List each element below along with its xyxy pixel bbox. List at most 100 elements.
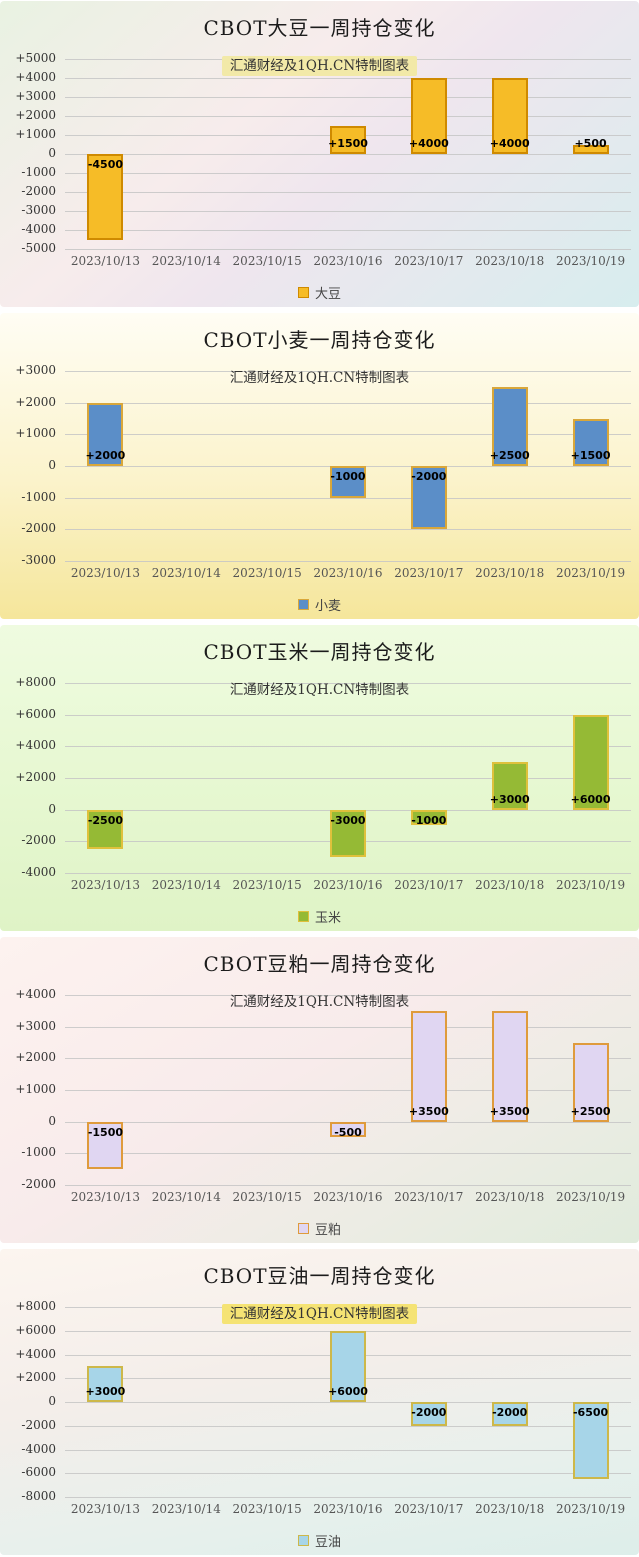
x-axis-label: 2023/10/17 [394,254,464,268]
bar-value-label: -2000 [411,1406,447,1419]
bar [330,466,366,498]
bar [87,1121,124,1170]
legend-swatch [297,1535,309,1546]
x-axis-label: 2023/10/14 [151,1502,221,1516]
x-axis-label: 2023/10/17 [394,1190,464,1204]
bar-value-label: +3000 [85,1385,126,1398]
gridline [65,995,631,996]
y-axis-label: +2000 [15,1370,56,1385]
y-axis-label: -2000 [21,521,56,536]
chart-subtitle: 汇通财经及1QH.CN特制图表 [221,1304,418,1324]
chart-panel-1: CBOT大豆一周持仓变化 汇通财经及1QH.CN特制图表 +5000 +4000 +30… [0,1,639,307]
gridline [65,97,631,98]
bar-value-label: +3500 [408,1104,449,1118]
y-axis-label: -1000 [21,165,56,179]
bar [572,1042,609,1122]
chart-subtitle: 汇通财经及1QH.CN特制图表 [221,56,418,76]
x-axis-label: 2023/10/18 [475,1502,545,1516]
y-axis-label: -3000 [21,203,56,217]
bar [87,154,124,240]
bar [491,1010,528,1122]
x-axis-label: 2023/10/16 [313,1502,383,1516]
x-axis-label: 2023/10/19 [555,1502,626,1516]
gridline [65,116,631,117]
x-axis-label: 2023/10/14 [151,1190,221,1204]
chart-subtitle-row: 汇通财经及1QH.CN特制图表 [0,366,639,386]
x-axis-label: 2023/10/18 [475,1190,545,1204]
bar [410,809,447,826]
gridline [65,173,631,174]
bar [410,1402,447,1426]
x-axis-label: 2023/10/15 [232,1190,302,1204]
y-axis-label: +3000 [15,89,56,103]
x-axis-label: 2023/10/18 [475,254,545,268]
bar-value-label: +2500 [489,449,530,462]
chart-subtitle-row: 汇通财经及1QH.CN特制图表 [0,990,639,1010]
bar [572,144,609,154]
y-axis-label: -3000 [21,553,56,567]
chart-title: CBOT小麦一周持仓变化 [203,328,436,352]
x-axis-label: 2023/10/18 [475,566,545,580]
y-axis-label: +4000 [15,70,56,84]
x-axis-label: 2023/10/19 [555,566,626,580]
gridline [65,1026,631,1028]
y-axis-label: +4000 [15,987,56,1001]
gridline [65,1425,631,1427]
bar [491,78,528,154]
x-axis-label: 2023/10/18 [475,878,545,892]
gridline [65,1497,631,1498]
chart-panel-2: CBOT小麦一周持仓变化 汇通财经及1QH.CN特制图表 +3000 +2000 +10… [0,313,639,619]
y-axis-label: -2000 [21,184,56,198]
legend-label: 玉米 [314,911,341,926]
y-axis-label: 0 [48,801,56,816]
bar [87,1366,124,1402]
bar [330,125,366,154]
legend: 小麦 [0,595,639,614]
x-axis-label: 2023/10/13 [70,878,140,892]
y-axis-label: -1000 [21,489,56,504]
x-axis-label: 2023/10/19 [555,878,626,892]
bar-value-label: -2000 [492,1406,528,1419]
chart-title: CBOT豆油一周持仓变化 [203,1264,436,1288]
chart-title: CBOT豆粕一周持仓变化 [203,952,436,976]
chart-panel-4: CBOT豆粕一周持仓变化 汇通财经及1QH.CN特制图表 +4000 +3000 +20… [0,937,639,1243]
gridline [65,1090,631,1091]
chart-subtitle-row: 汇通财经及1QH.CN特制图表 [0,54,639,76]
bar-value-label: +2000 [85,449,126,462]
gridline [65,1449,631,1451]
bar-value-label: +1500 [570,449,611,462]
gridline [65,497,631,499]
x-axis-label: 2023/10/17 [394,566,464,580]
gridline [65,402,631,404]
y-axis-label: +1000 [15,127,56,141]
bar [330,1330,366,1402]
x-axis-label: 2023/10/17 [394,878,464,892]
y-axis-label: +4000 [15,738,56,753]
y-axis-label: +1000 [15,1082,56,1096]
bar-value-label: +3000 [489,792,530,806]
x-axis-label: 2023/10/14 [151,878,221,892]
x-axis-label: 2023/10/17 [394,1502,464,1516]
bar [491,1402,528,1426]
x-axis-label: 2023/10/13 [70,566,140,580]
gridline [65,78,631,79]
x-axis-label: 2023/10/15 [232,566,302,580]
y-axis-label: +3000 [15,1018,56,1033]
gridline [65,1058,631,1060]
bar [572,714,609,810]
bar [491,762,528,810]
y-axis-label: +4000 [15,1346,56,1361]
chart-subtitle-row: 汇通财经及1QH.CN特制图表 [0,678,639,698]
gridline [65,746,631,748]
y-axis-label: +2000 [15,770,56,784]
bar [87,402,124,466]
gridline [65,561,631,562]
y-axis-label: -2000 [21,1177,56,1191]
bar-value-label: -6500 [572,1406,609,1419]
chart-panel-5: CBOT豆油一周持仓变化 汇通财经及1QH.CN特制图表 +8000 +6000 +40… [0,1249,639,1555]
x-axis-label: 2023/10/15 [232,1502,302,1516]
legend-label: 豆粕 [314,1223,341,1238]
y-axis-label: +3000 [15,363,56,377]
bar-value-label: +1500 [328,137,368,150]
